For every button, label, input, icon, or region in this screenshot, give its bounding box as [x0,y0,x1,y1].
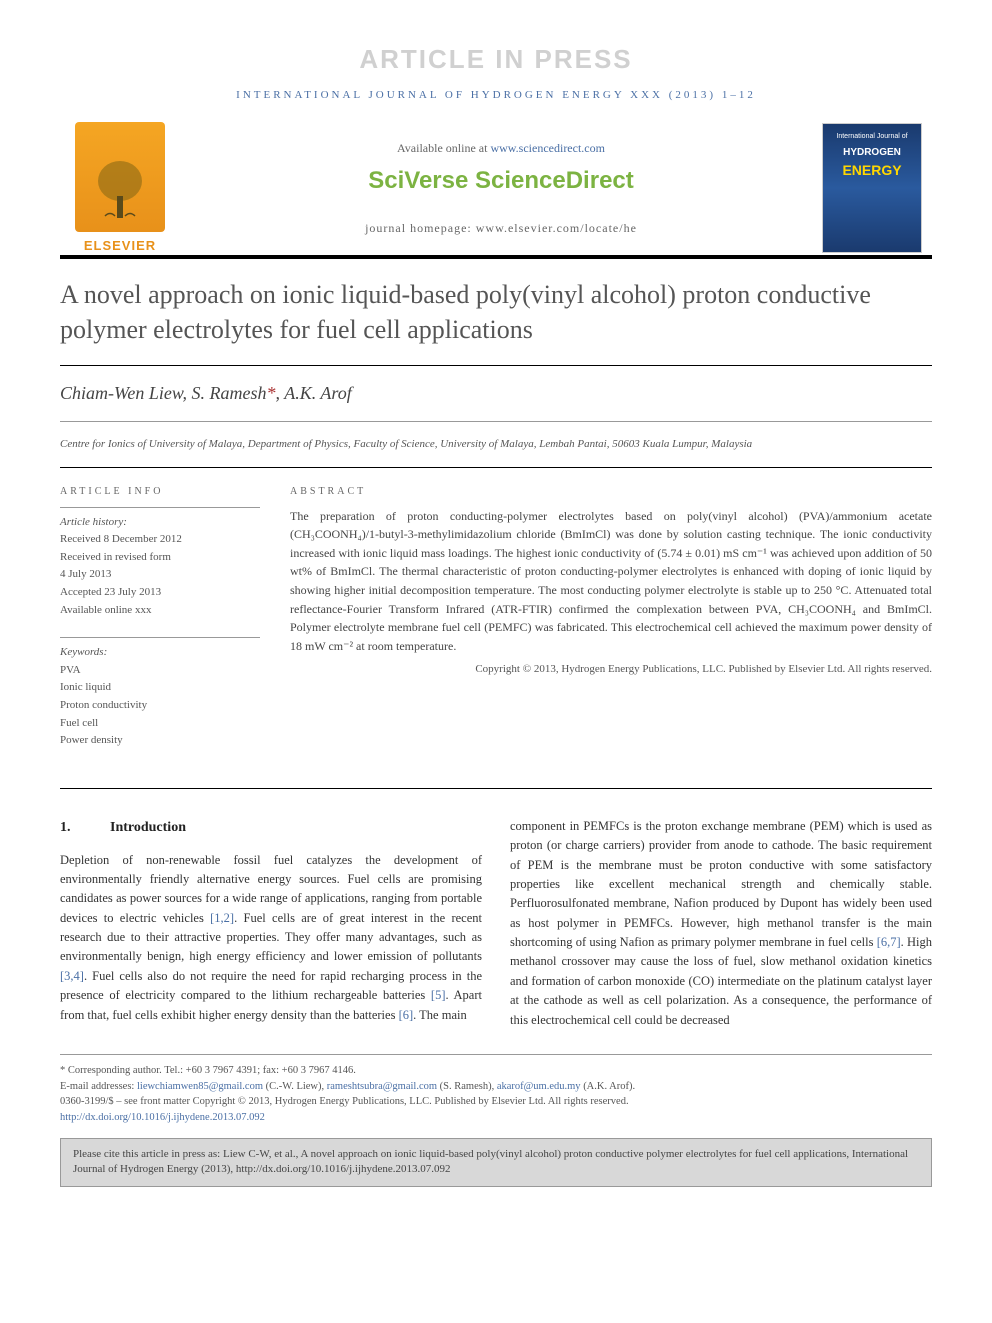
journal-cover-thumbnail[interactable]: International Journal of HYDROGEN ENERGY [822,123,922,253]
history-revised-2: 4 July 2013 [60,566,260,584]
journal-citation-header: INTERNATIONAL JOURNAL OF HYDROGEN ENERGY… [60,87,932,104]
elsevier-wordmark: ELSEVIER [84,236,156,256]
masthead-center: Available online at www.sciencedirect.co… [196,122,806,256]
journal-homepage: journal homepage: www.elsevier.com/locat… [365,219,637,237]
masthead-right: International Journal of HYDROGEN ENERGY [822,122,932,256]
doi-link[interactable]: http://dx.doi.org/10.1016/j.ijhydene.201… [60,1112,265,1123]
sciverse-text-1: SciVerse [368,167,475,194]
history-revised-1: Received in revised form [60,549,260,567]
body-column-right: component in PEMFCs is the proton exchan… [510,817,932,1030]
cover-hydrogen: HYDROGEN [843,145,901,160]
email-prefix: E-mail addresses: [60,1081,137,1092]
section-heading: 1.Introduction [60,817,482,839]
author-1: Chiam-Wen Liew [60,383,183,403]
authors-line: Chiam-Wen Liew, S. Ramesh*, A.K. Arof [60,380,932,422]
author-3: A.K. Arof [284,383,352,403]
sciencedirect-link[interactable]: www.sciencedirect.com [490,141,605,155]
citation-box: Please cite this article in press as: Li… [60,1138,932,1187]
keyword-2: Proton conductivity [60,697,260,715]
watermark: ARTICLE IN PRESS [60,40,932,79]
publisher-logo-block: ELSEVIER [60,122,180,256]
history-label: Article history: [60,514,260,532]
keyword-4: Power density [60,732,260,750]
history-received: Received 8 December 2012 [60,531,260,549]
article-info-column: ARTICLE INFO Article history: Received 8… [60,484,260,768]
article-history: Article history: Received 8 December 201… [60,507,260,620]
section-number: 1. [60,817,110,839]
email-link-2[interactable]: rameshtsubra@gmail.com [327,1081,437,1092]
abstract-copyright: Copyright © 2013, Hydrogen Energy Public… [290,661,932,678]
masthead: ELSEVIER Available online at www.science… [60,122,932,260]
history-online: Available online xxx [60,602,260,620]
email-link-3[interactable]: akarof@um.edu.my [497,1081,581,1092]
body-text-left: Depletion of non-renewable fossil fuel c… [60,851,482,1025]
keyword-1: Ionic liquid [60,679,260,697]
elsevier-tree-icon [90,156,150,226]
history-accepted: Accepted 23 July 2013 [60,584,260,602]
keywords-block: Keywords: PVA Ionic liquid Proton conduc… [60,637,260,750]
abstract-text: The preparation of proton conducting-pol… [290,507,932,656]
article-info-heading: ARTICLE INFO [60,484,260,499]
sciverse-text-2: ScienceDirect [475,167,634,194]
article-title: A novel approach on ionic liquid-based p… [60,277,932,347]
sciverse-logo: SciVerse ScienceDirect [368,163,634,199]
body-column-left: 1.Introduction Depletion of non-renewabl… [60,817,482,1030]
affiliation: Centre for Ionics of University of Malay… [60,436,932,468]
section-title: Introduction [110,820,186,835]
info-abstract-row: ARTICLE INFO Article history: Received 8… [60,484,932,789]
available-online-line: Available online at www.sciencedirect.co… [397,139,605,157]
email-link-1[interactable]: liewchiamwen85@gmail.com [137,1081,263,1092]
keywords-label: Keywords: [60,644,260,662]
corresponding-marker: * [267,383,276,403]
body-columns: 1.Introduction Depletion of non-renewabl… [60,817,932,1030]
corresponding-author-line: * Corresponding author. Tel.: +60 3 7967… [60,1063,932,1079]
title-block: A novel approach on ionic liquid-based p… [60,277,932,366]
abstract-column: ABSTRACT The preparation of proton condu… [290,484,932,768]
keyword-3: Fuel cell [60,715,260,733]
keyword-0: PVA [60,662,260,680]
author-2: S. Ramesh [192,383,267,403]
cover-energy: ENERGY [842,160,901,181]
abstract-heading: ABSTRACT [290,484,932,499]
email-who-3: (A.K. Arof). [581,1081,636,1092]
email-line: E-mail addresses: liewchiamwen85@gmail.c… [60,1079,932,1095]
issn-line: 0360-3199/$ – see front matter Copyright… [60,1094,932,1110]
email-who-2: (S. Ramesh), [437,1081,497,1092]
elsevier-logo[interactable] [75,122,165,232]
cover-line1: International Journal of [836,132,907,143]
body-text-right: component in PEMFCs is the proton exchan… [510,817,932,1030]
available-prefix: Available online at [397,141,490,155]
footer-block: * Corresponding author. Tel.: +60 3 7967… [60,1054,932,1126]
email-who-1: (C.-W. Liew), [263,1081,327,1092]
